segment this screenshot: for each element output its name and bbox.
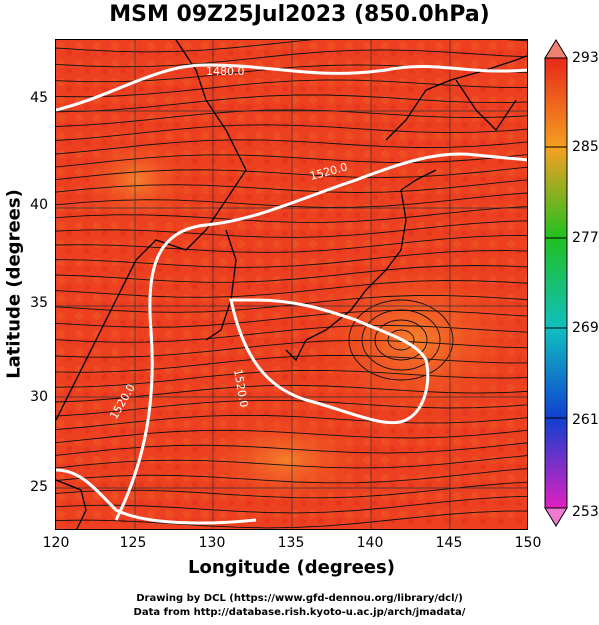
x-tick-label: 140 [356,535,384,551]
map-svg: 1480.0 1520.0 1520.0 1520.0 [56,40,527,529]
streamline [56,384,527,403]
streamline [56,481,527,499]
streamline [56,79,527,98]
streamline [361,309,441,371]
y-tick-label: 45 [30,90,48,106]
x-axis-label: Longitude (degrees) [188,557,395,578]
streamline [56,139,527,155]
footer-line: Data from http://database.rish.kyoto-u.a… [133,607,466,618]
colorbar-tick: 261 [572,412,599,428]
streamline [56,455,527,469]
streamline [56,510,527,529]
x-tick-label: 145 [435,535,463,551]
streamline [56,206,527,223]
colorbar-min-arrow [544,507,568,527]
streamline [387,329,415,351]
y-tick-label: 35 [30,295,48,311]
colorbar-max-arrow [544,39,568,59]
streamline [374,319,428,361]
grid-lines [56,40,527,529]
contour-label: 1480.0 [206,65,245,78]
warm-region [76,130,196,230]
y-tick-label: 25 [30,479,48,495]
streamline [56,429,527,444]
footer-line: Drawing by DCL (https://www.gfd-dennou.o… [136,593,463,604]
colorbar-tick: 269 [572,320,599,336]
streamline [56,166,527,181]
x-tick-label: 120 [42,535,70,551]
streamline [56,235,527,253]
streamline [56,124,527,141]
y-tick-label: 40 [30,197,48,213]
streamline [56,40,527,53]
streamline [56,94,527,113]
y-axis-label: Latitude (degrees) [3,189,25,379]
streamline [56,154,527,168]
x-tick-label: 135 [277,535,305,551]
streamline [56,354,527,373]
streamline [56,369,527,388]
height-contours [56,63,527,525]
x-tick-label: 130 [198,535,226,551]
streamline [56,49,527,68]
streamline [348,299,454,381]
streamline [56,414,527,431]
warm-region [296,250,527,430]
streamline [56,399,527,417]
streamline [56,442,527,456]
streamline [56,179,527,193]
page-title: MSM 09Z25Jul2023 (850.0hPa) [109,2,490,27]
footer: Drawing by DCL (https://www.gfd-dennou.o… [0,592,599,620]
y-tick-label: 30 [30,389,48,405]
warm-region [196,410,376,510]
x-tick-label: 125 [119,535,147,551]
colorbar [544,39,568,527]
colorbar-tick: 253 [572,504,599,520]
streamline [56,220,527,238]
streamline [56,265,527,283]
colorbar-tick: 293 [572,50,599,66]
streamline [56,250,527,268]
streamline [56,339,527,358]
map-plot-area: 1480.0 1520.0 1520.0 1520.0 [55,39,528,530]
streamline [56,310,527,328]
streamline [56,468,527,484]
coastlines [56,40,527,529]
colorbar-tick: 285 [572,139,599,155]
streamline [56,109,527,127]
streamline [56,280,527,298]
colorbar-tick: 277 [572,230,599,246]
x-tick-label: 150 [514,535,542,551]
